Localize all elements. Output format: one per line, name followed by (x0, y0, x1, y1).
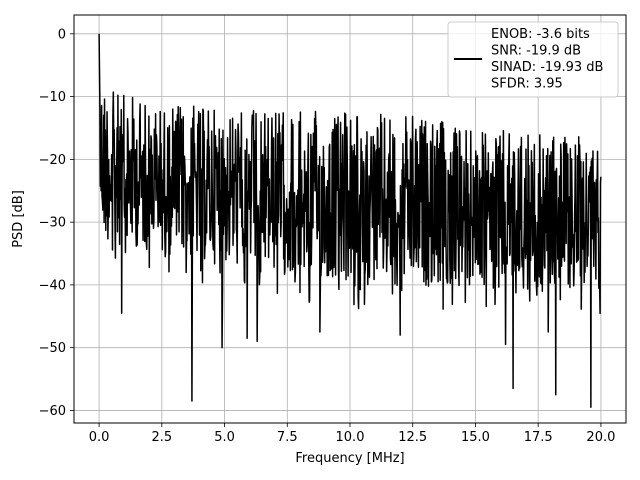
x-tick-label: 5.0 (214, 430, 235, 445)
legend-snr-text: SNR: -19.9 dB (491, 44, 581, 59)
y-tick-label: −10 (39, 90, 66, 105)
series-layer (98, 33, 602, 409)
y-axis-label: PSD [dB] (11, 190, 26, 248)
x-tick-label: 17.5 (524, 430, 553, 445)
x-tick-label: 0.0 (89, 430, 110, 445)
x-tick-label: 10.0 (336, 430, 365, 445)
x-tick-label: 7.5 (277, 430, 298, 445)
legend-enob-text: ENOB: -3.6 bits (491, 27, 590, 42)
psd-series-line (98, 33, 602, 409)
y-tick-label: 0 (58, 27, 66, 42)
y-tick-label: −20 (39, 153, 66, 168)
legend: ENOB: -3.6 bits SNR: -19.9 dB SINAD: -19… (447, 21, 619, 98)
ticks: 0.0 2.5 5.0 7.5 10.0 12.5 15.0 17.5 20.0 0 −10 −20 −… (39, 27, 616, 445)
y-tick-label: −40 (39, 278, 66, 293)
y-tick-label: −30 (39, 216, 66, 231)
x-tick-label: 20.0 (586, 430, 615, 445)
legend-sinad-text: SINAD: -19.93 dB (491, 60, 603, 75)
x-tick-label: 15.0 (461, 430, 490, 445)
x-tick-label: 2.5 (151, 430, 172, 445)
x-axis-label: Frequency [MHz] (295, 451, 404, 466)
x-tick-label: 12.5 (398, 430, 427, 445)
legend-sfdr-text: SFDR: 3.95 (491, 77, 563, 92)
y-tick-label: −60 (39, 404, 66, 419)
y-tick-label: −50 (39, 341, 66, 356)
legend-box (447, 21, 619, 98)
